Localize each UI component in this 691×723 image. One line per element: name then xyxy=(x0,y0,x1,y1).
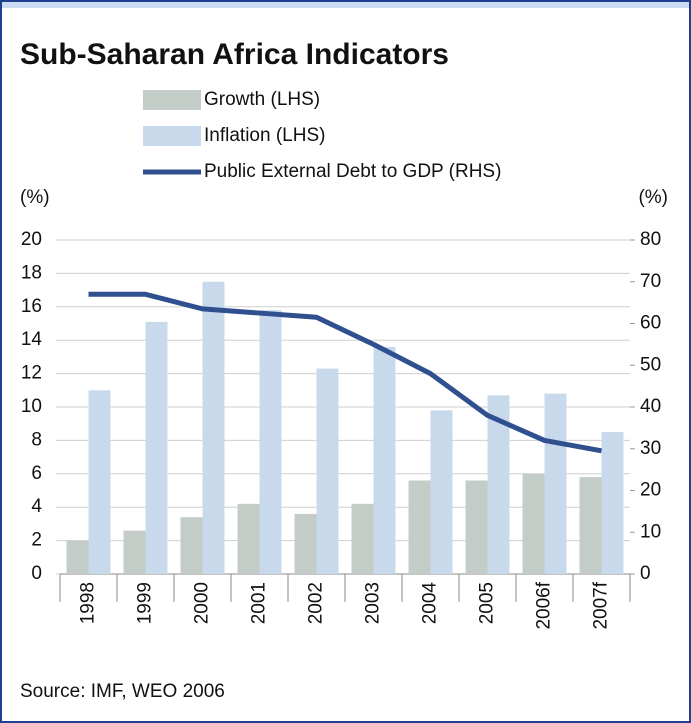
x-tick-label: 2005 xyxy=(477,582,498,624)
y2-tick-label: 20 xyxy=(640,480,661,501)
bar xyxy=(351,503,374,574)
y2-tick-label: 40 xyxy=(640,396,661,417)
y2-tick-label: 80 xyxy=(640,229,661,250)
x-tick-label: 2002 xyxy=(306,582,327,624)
line xyxy=(88,291,602,454)
bar xyxy=(430,410,453,574)
bar xyxy=(601,432,624,574)
x-tick-label: 1998 xyxy=(78,582,99,624)
y2-tick-label: 0 xyxy=(640,563,651,584)
y-tick-label: 14 xyxy=(21,329,43,350)
bar xyxy=(465,480,488,574)
bar xyxy=(544,393,567,574)
legend-label: Growth (LHS) xyxy=(204,89,320,110)
x-tick-label: 1999 xyxy=(135,582,156,624)
bar xyxy=(294,513,317,574)
bar xyxy=(180,517,203,574)
x-tick-label: 2006f xyxy=(534,581,555,629)
y-tick-label: 10 xyxy=(21,396,42,417)
bar xyxy=(66,540,89,574)
bar xyxy=(522,473,545,574)
y-tick-label: 18 xyxy=(21,262,42,283)
legend-swatch xyxy=(143,126,201,146)
bar xyxy=(88,390,111,574)
x-tick-label: 2000 xyxy=(192,582,213,624)
y-tick-label: 8 xyxy=(31,429,42,450)
y-tick-label: 12 xyxy=(21,363,42,384)
y2-tick-label: 10 xyxy=(640,521,661,542)
y-tick-label: 0 xyxy=(31,563,42,584)
x-tick-label: 2003 xyxy=(363,582,384,624)
y-tick-label: 2 xyxy=(31,530,42,551)
y2-tick-label: 50 xyxy=(640,354,661,375)
chart-title: Sub-Saharan Africa Indicators xyxy=(20,38,449,71)
bar xyxy=(202,281,225,574)
bar xyxy=(123,530,146,574)
y-tick-label: 20 xyxy=(21,229,42,250)
x-tick-label: 2004 xyxy=(420,582,441,625)
y2-tick-label: 70 xyxy=(640,271,661,292)
bar xyxy=(145,321,168,574)
y-tick-label: 4 xyxy=(31,496,42,517)
y2-unit: (%) xyxy=(638,187,668,208)
bar xyxy=(373,346,396,574)
source: Source: IMF, WEO 2006 xyxy=(20,681,225,702)
bar xyxy=(316,368,339,574)
bar xyxy=(487,395,510,574)
legend-label: Public External Debt to GDP (RHS) xyxy=(204,161,501,182)
top-strip xyxy=(0,0,691,8)
y-tick-label: 16 xyxy=(21,296,42,317)
bar xyxy=(259,310,282,574)
bar xyxy=(579,477,602,574)
bar xyxy=(237,503,260,574)
legend-label: Inflation (LHS) xyxy=(204,125,325,146)
legend-swatch xyxy=(143,90,201,110)
x-tick-label: 2001 xyxy=(249,582,270,624)
bar xyxy=(408,480,431,574)
y2-tick-label: 30 xyxy=(640,438,661,459)
y2-tick-label: 60 xyxy=(640,313,661,334)
x-tick-label: 2007f xyxy=(591,581,612,629)
y-unit: (%) xyxy=(20,187,50,208)
y-tick-label: 6 xyxy=(31,463,42,484)
